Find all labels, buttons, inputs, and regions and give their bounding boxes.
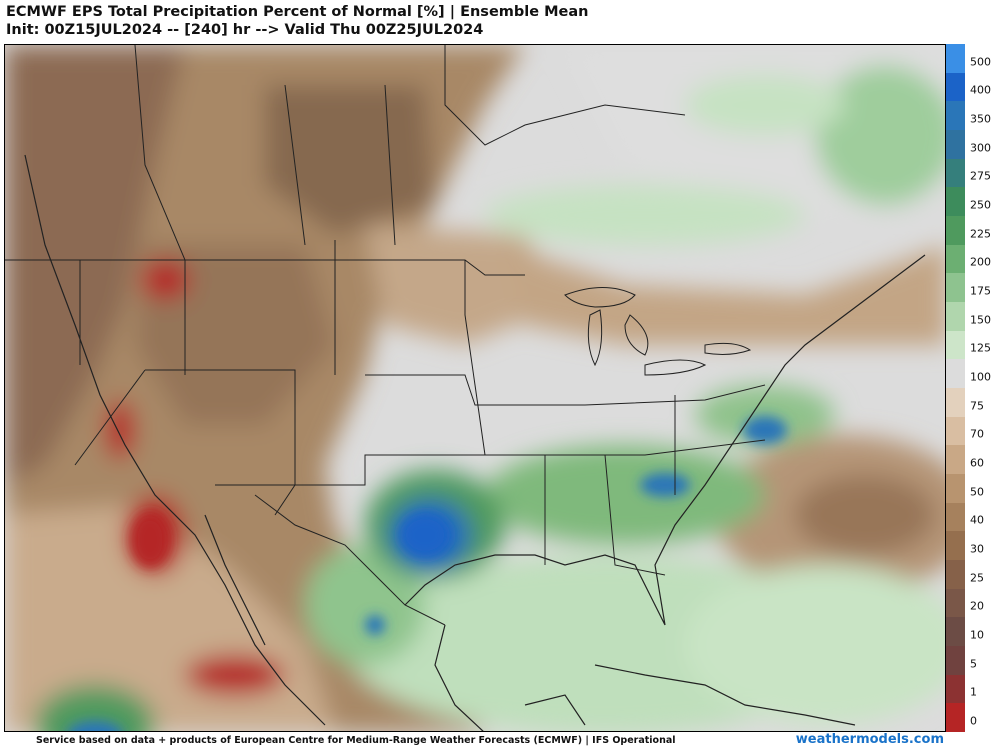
legend-swatch xyxy=(946,44,965,74)
legend-label: 400 xyxy=(970,83,991,97)
attribution-text: Service based on data + products of Euro… xyxy=(36,735,676,746)
legend-label: 250 xyxy=(970,198,991,212)
legend-swatch xyxy=(946,646,965,676)
legend-label: 300 xyxy=(970,141,991,155)
legend-swatch xyxy=(946,588,965,618)
precipitation-map xyxy=(4,44,946,732)
legend-swatch xyxy=(946,703,965,733)
legend-label: 60 xyxy=(970,456,984,470)
legend-swatch xyxy=(946,187,965,217)
legend-label: 275 xyxy=(970,169,991,183)
legend-label: 10 xyxy=(970,628,984,642)
legend-label: 225 xyxy=(970,227,991,241)
legend-label: 125 xyxy=(970,341,991,355)
legend-swatch xyxy=(946,244,965,274)
legend-swatch xyxy=(946,674,965,704)
legend-swatch xyxy=(946,158,965,188)
map-title: ECMWF EPS Total Precipitation Percent of… xyxy=(6,4,589,20)
legend-label: 350 xyxy=(970,112,991,126)
legend-label: 100 xyxy=(970,370,991,384)
legend-label: 175 xyxy=(970,284,991,298)
brand-link[interactable]: weathermodels.com xyxy=(795,732,944,747)
coastline xyxy=(24,154,926,731)
legend-swatch xyxy=(946,72,965,102)
legend-swatch xyxy=(946,474,965,504)
legend-swatch xyxy=(946,101,965,131)
legend-label: 0 xyxy=(970,714,977,728)
precip-core-areas xyxy=(68,416,787,731)
legend-label: 25 xyxy=(970,571,984,585)
color-legend: 500 400 350 300 275 250 225 200 175 150 125 100 75 70… xyxy=(946,44,1000,733)
great-lakes xyxy=(564,287,752,376)
legend-swatch xyxy=(946,560,965,590)
legend-label: 150 xyxy=(970,313,991,327)
legend-swatch xyxy=(946,302,965,332)
legend-label: 500 xyxy=(970,55,991,69)
legend-label: 200 xyxy=(970,255,991,269)
legend-swatch xyxy=(946,216,965,246)
legend-swatch xyxy=(946,273,965,303)
legend-label: 50 xyxy=(970,485,984,499)
legend-label: 20 xyxy=(970,599,984,613)
legend-label: 30 xyxy=(970,542,984,556)
legend-swatch xyxy=(946,416,965,446)
legend-label: 40 xyxy=(970,513,984,527)
precip-field xyxy=(5,45,945,731)
map-subtitle: Init: 00Z15JUL2024 -- [240] hr --> Valid… xyxy=(6,22,484,38)
legend-swatch xyxy=(946,445,965,475)
boundary-lines xyxy=(5,45,766,626)
legend-swatch xyxy=(946,502,965,532)
legend-swatch xyxy=(946,359,965,389)
legend-swatch xyxy=(946,330,965,360)
legend-label: 5 xyxy=(970,657,977,671)
legend-swatch xyxy=(946,388,965,418)
legend-label: 1 xyxy=(970,685,977,699)
legend-label: 70 xyxy=(970,427,984,441)
legend-swatch xyxy=(946,617,965,647)
legend-label: 75 xyxy=(970,399,984,413)
legend-swatch xyxy=(946,130,965,160)
legend-swatch xyxy=(946,531,965,561)
